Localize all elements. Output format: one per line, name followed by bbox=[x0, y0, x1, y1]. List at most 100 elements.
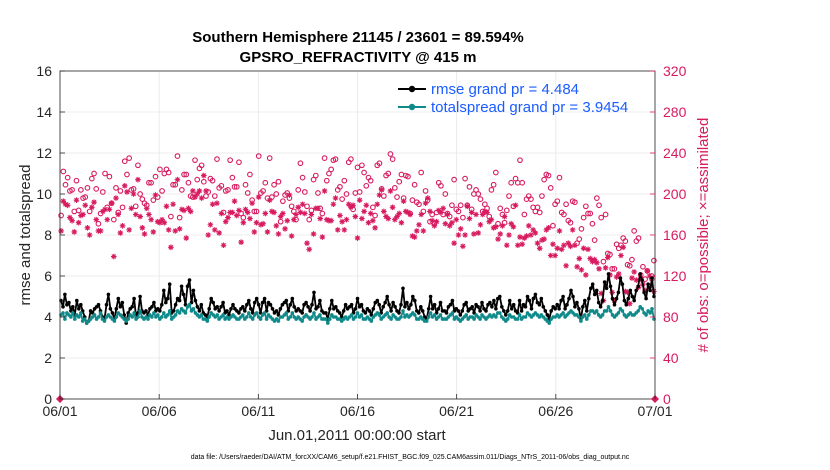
obs-assimilated-marker bbox=[530, 227, 536, 233]
series-point-spread bbox=[250, 317, 255, 321]
series-point-rmse bbox=[195, 305, 200, 309]
obs-possible-marker bbox=[556, 174, 563, 181]
obs-assimilated-marker bbox=[629, 275, 635, 281]
obs-assimilated-marker bbox=[460, 243, 466, 250]
series-point-rmse bbox=[480, 300, 484, 305]
series-point-rmse bbox=[71, 305, 75, 309]
series-point-rmse bbox=[553, 307, 557, 311]
series-point-rmse bbox=[636, 284, 640, 289]
obs-assimilated-marker bbox=[229, 209, 236, 216]
obs-possible-marker bbox=[466, 183, 473, 190]
obs-assimilated-marker bbox=[512, 202, 519, 209]
obs-assimilated-marker bbox=[440, 205, 446, 212]
obs-assimilated-marker bbox=[106, 206, 113, 213]
obs-possible-marker bbox=[367, 177, 374, 184]
series-point-rmse bbox=[306, 305, 310, 309]
obs-possible-marker bbox=[233, 183, 240, 190]
obs-possible-marker bbox=[341, 177, 348, 184]
series-point-rmse bbox=[543, 309, 548, 313]
y-right-tick-label: 160 bbox=[663, 227, 687, 243]
obs-possible-marker bbox=[640, 263, 646, 270]
obs-assimilated-marker bbox=[194, 191, 201, 197]
obs-assimilated-marker bbox=[75, 219, 82, 226]
series-point-rmse bbox=[399, 302, 403, 307]
series-point-rmse bbox=[167, 282, 172, 287]
y-tick-label: 4 bbox=[44, 309, 52, 325]
obs-assimilated-marker bbox=[183, 235, 190, 241]
obs-assimilated-marker bbox=[293, 211, 299, 218]
y-tick-label: 6 bbox=[44, 268, 52, 284]
obs-assimilated-marker bbox=[361, 208, 367, 215]
obs-assimilated-marker bbox=[216, 230, 222, 236]
obs-assimilated-marker bbox=[359, 215, 365, 222]
obs-assimilated-marker bbox=[132, 211, 139, 218]
obs-possible-marker bbox=[290, 208, 297, 215]
obs-assimilated-marker bbox=[317, 215, 323, 222]
y-tick-label: 14 bbox=[36, 104, 52, 120]
obs-possible-marker bbox=[150, 197, 157, 203]
series-point-rmse bbox=[318, 298, 322, 303]
obs-assimilated-marker bbox=[367, 210, 374, 217]
series-point-spread bbox=[650, 307, 654, 311]
series-point-spread bbox=[207, 315, 211, 319]
obs-assimilated-marker bbox=[343, 216, 350, 223]
obs-assimilated-marker bbox=[315, 205, 321, 212]
obs-possible-marker bbox=[385, 170, 392, 177]
obs-assimilated-marker bbox=[264, 229, 271, 235]
series-point-rmse bbox=[387, 302, 391, 307]
obs-assimilated-marker bbox=[172, 228, 179, 234]
series-point-rmse bbox=[531, 296, 536, 301]
series-point-rmse bbox=[517, 298, 522, 303]
series-point-rmse bbox=[79, 302, 83, 307]
obs-possible-marker bbox=[536, 209, 543, 216]
obs-possible-marker bbox=[550, 222, 556, 229]
obs-assimilated-marker bbox=[198, 195, 205, 201]
obs-possible-marker bbox=[420, 208, 427, 215]
obs-assimilated-marker bbox=[291, 216, 297, 223]
obs-assimilated-marker bbox=[273, 222, 280, 229]
obs-possible-marker bbox=[185, 179, 192, 186]
obs-assimilated-marker bbox=[407, 211, 413, 218]
obs-possible-marker bbox=[255, 153, 262, 159]
series-point-rmse bbox=[158, 309, 162, 313]
obs-possible-marker bbox=[78, 187, 84, 193]
series-point-rmse bbox=[231, 302, 235, 307]
series-point-rmse bbox=[260, 300, 265, 305]
obs-assimilated-marker bbox=[578, 267, 585, 273]
series-point-rmse bbox=[533, 292, 538, 297]
series-point-spread bbox=[318, 313, 322, 317]
obs-possible-marker bbox=[380, 193, 387, 199]
series-point-rmse bbox=[626, 296, 631, 301]
series-point-rmse bbox=[444, 311, 449, 315]
obs-assimilated-marker bbox=[266, 197, 273, 203]
obs-assimilated-marker bbox=[78, 212, 84, 219]
obs-assimilated-marker bbox=[394, 213, 400, 220]
series-point-spread bbox=[600, 313, 605, 317]
obs-assimilated-marker bbox=[493, 224, 499, 230]
obs-assimilated-marker bbox=[319, 234, 326, 240]
series-point-rmse bbox=[567, 296, 571, 301]
series-point-spread bbox=[102, 319, 107, 323]
obs-assimilated-marker bbox=[482, 208, 488, 215]
obs-possible-marker bbox=[475, 191, 482, 197]
obs-assimilated-marker bbox=[615, 271, 622, 277]
obs-assimilated-marker bbox=[124, 189, 130, 195]
obs-possible-marker bbox=[411, 181, 418, 188]
series-point-rmse bbox=[262, 296, 267, 301]
obs-assimilated-marker bbox=[543, 227, 550, 233]
series-point-rmse bbox=[300, 311, 305, 315]
legend-spread-text: totalspread grand pr = 3.9454 bbox=[431, 99, 628, 116]
obs-assimilated-marker bbox=[400, 198, 407, 204]
obs-assimilated-marker bbox=[376, 192, 383, 198]
series-point-spread bbox=[438, 313, 443, 317]
obs-assimilated-marker bbox=[644, 268, 651, 274]
series-point-spread bbox=[96, 315, 101, 319]
obs-assimilated-marker bbox=[251, 229, 258, 235]
series-point-rmse bbox=[185, 284, 190, 289]
obs-assimilated-marker bbox=[457, 226, 464, 232]
obs-assimilated-marker bbox=[308, 211, 315, 218]
series-point-spread bbox=[254, 311, 259, 315]
series-point-rmse bbox=[229, 307, 233, 311]
obs-assimilated-marker bbox=[288, 233, 295, 239]
obs-assimilated-marker bbox=[508, 220, 514, 227]
